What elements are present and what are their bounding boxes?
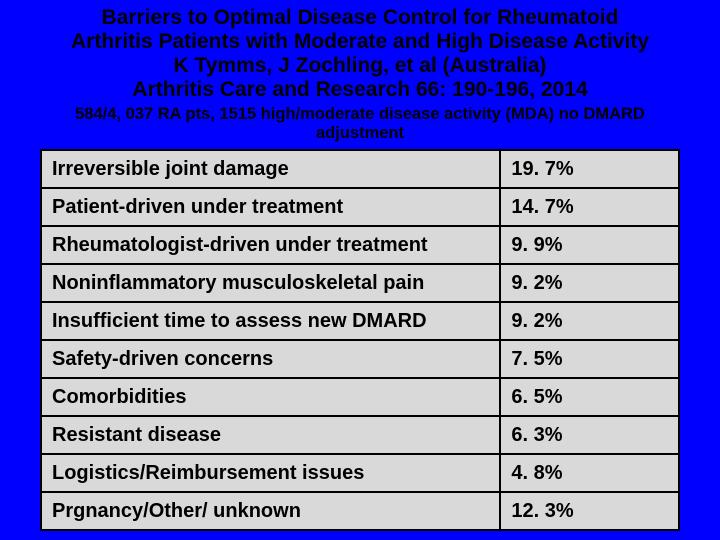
table-row: Noninflammatory musculoskeletal pain 9. … (41, 264, 679, 302)
percentage-cell: 9. 9% (500, 226, 679, 264)
table-row: Resistant disease 6. 3% (41, 416, 679, 454)
barrier-cell: Patient-driven under treatment (41, 188, 500, 226)
table-row: Safety-driven concerns 7. 5% (41, 340, 679, 378)
table-row: Rheumatologist-driven under treatment 9.… (41, 226, 679, 264)
percentage-cell: 14. 7% (500, 188, 679, 226)
barrier-cell: Safety-driven concerns (41, 340, 500, 378)
table-row: Patient-driven under treatment 14. 7% (41, 188, 679, 226)
table-row: Logistics/Reimbursement issues 4. 8% (41, 454, 679, 492)
barrier-cell: Comorbidities (41, 378, 500, 416)
percentage-cell: 19. 7% (500, 150, 679, 188)
table-row: Prgnancy/Other/ unknown 12. 3% (41, 492, 679, 530)
barrier-cell: Resistant disease (41, 416, 500, 454)
barrier-cell: Rheumatologist-driven under treatment (41, 226, 500, 264)
subtitle: 584/4, 037 RA pts, 1515 high/moderate di… (40, 105, 680, 143)
barrier-cell: Noninflammatory musculoskeletal pain (41, 264, 500, 302)
slide: Barriers to Optimal Disease Control for … (0, 0, 720, 540)
barrier-cell: Logistics/Reimbursement issues (41, 454, 500, 492)
table-row: Comorbidities 6. 5% (41, 378, 679, 416)
title-line-4: Arthritis Care and Research 66: 190-196,… (40, 78, 680, 102)
title-block: Barriers to Optimal Disease Control for … (40, 6, 680, 103)
barrier-cell: Prgnancy/Other/ unknown (41, 492, 500, 530)
percentage-cell: 9. 2% (500, 302, 679, 340)
table-row: Irreversible joint damage 19. 7% (41, 150, 679, 188)
percentage-cell: 6. 3% (500, 416, 679, 454)
percentage-cell: 6. 5% (500, 378, 679, 416)
barrier-cell: Irreversible joint damage (41, 150, 500, 188)
title-line-1: Barriers to Optimal Disease Control for … (40, 6, 680, 30)
title-line-2: Arthritis Patients with Moderate and Hig… (40, 30, 680, 54)
barrier-cell: Insufficient time to assess new DMARD (41, 302, 500, 340)
table-row: Insufficient time to assess new DMARD 9.… (41, 302, 679, 340)
title-line-3: K Tymms, J Zochling, et al (Australia) (40, 54, 680, 78)
barriers-table: Irreversible joint damage 19. 7% Patient… (40, 149, 680, 531)
percentage-cell: 12. 3% (500, 492, 679, 530)
table-body: Irreversible joint damage 19. 7% Patient… (41, 150, 679, 530)
percentage-cell: 7. 5% (500, 340, 679, 378)
percentage-cell: 4. 8% (500, 454, 679, 492)
percentage-cell: 9. 2% (500, 264, 679, 302)
